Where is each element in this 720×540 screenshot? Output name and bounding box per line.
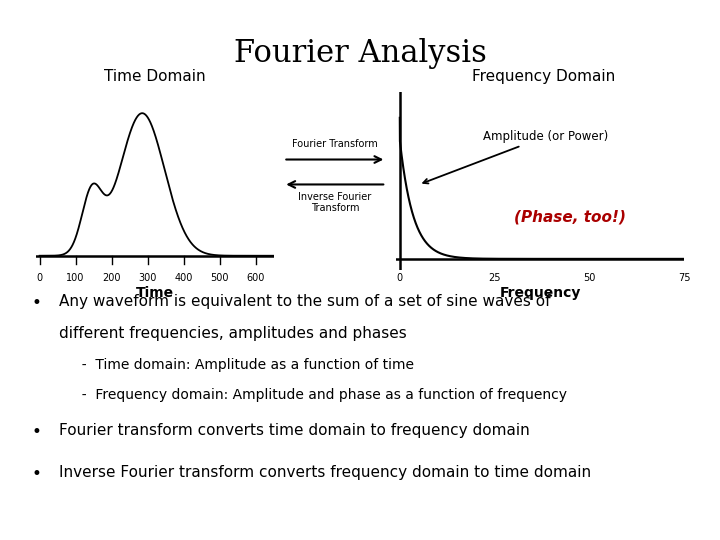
Text: Frequency Domain: Frequency Domain xyxy=(472,69,615,84)
Text: •: • xyxy=(32,465,42,483)
Text: Inverse Fourier
Transform: Inverse Fourier Transform xyxy=(298,192,372,213)
Text: (Phase, too!): (Phase, too!) xyxy=(514,210,626,225)
Text: -  Frequency domain: Amplitude and phase as a function of frequency: - Frequency domain: Amplitude and phase … xyxy=(73,388,567,402)
X-axis label: Time: Time xyxy=(136,286,174,300)
Text: Fourier transform converts time domain to frequency domain: Fourier transform converts time domain t… xyxy=(59,423,530,438)
Text: Fourier Transform: Fourier Transform xyxy=(292,139,378,149)
X-axis label: Frequency: Frequency xyxy=(499,286,581,300)
Text: Fourier Analysis: Fourier Analysis xyxy=(233,38,487,69)
Text: •: • xyxy=(32,423,42,441)
Text: different frequencies, amplitudes and phases: different frequencies, amplitudes and ph… xyxy=(59,326,407,341)
Text: Amplitude (or Power): Amplitude (or Power) xyxy=(423,130,608,184)
Text: -  Time domain: Amplitude as a function of time: - Time domain: Amplitude as a function o… xyxy=(73,358,414,372)
Text: •: • xyxy=(32,294,42,312)
Text: Any waveform is equivalent to the sum of a set of sine waves of: Any waveform is equivalent to the sum of… xyxy=(59,294,551,309)
Text: Time Domain: Time Domain xyxy=(104,69,206,84)
Text: Inverse Fourier transform converts frequency domain to time domain: Inverse Fourier transform converts frequ… xyxy=(59,465,591,480)
